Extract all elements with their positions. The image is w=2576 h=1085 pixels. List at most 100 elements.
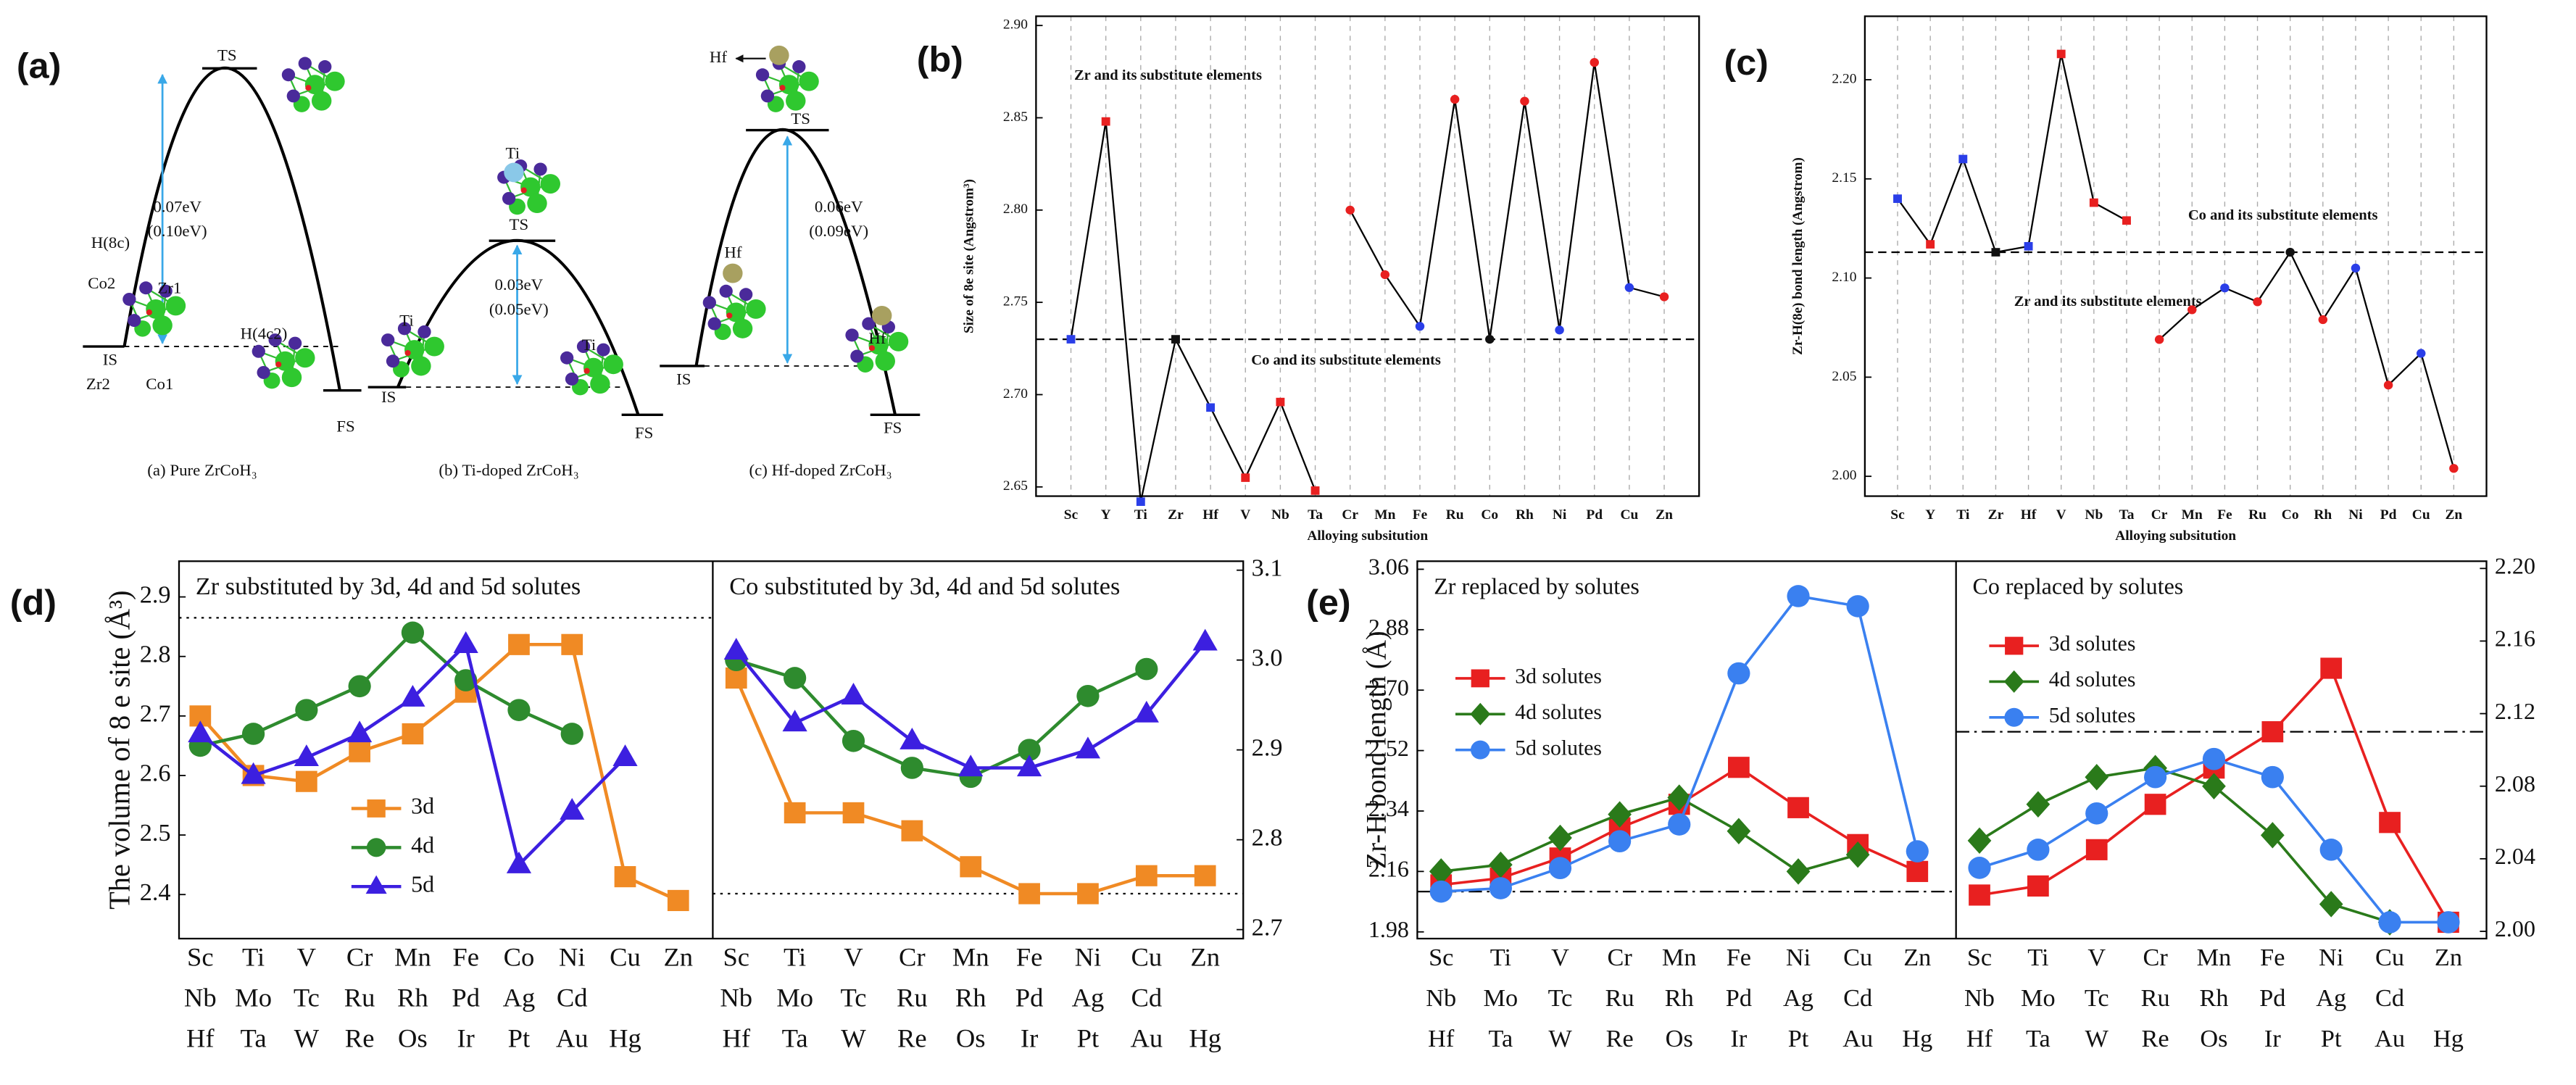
marker <box>2261 765 2284 789</box>
y-tick-label: 2.70 <box>1368 675 1409 701</box>
marker <box>1893 194 1902 203</box>
marker <box>960 856 982 878</box>
marker <box>2318 315 2328 325</box>
marker <box>2449 464 2459 473</box>
x-tick-label: Ta <box>241 1024 267 1053</box>
marker <box>1728 757 1750 778</box>
legend-label: 5d solutes <box>1515 737 1602 760</box>
x-tick-label: Hf <box>1202 507 1218 523</box>
marker <box>1018 739 1041 761</box>
x-tick-label: Hg <box>2433 1026 2464 1052</box>
marker <box>1135 657 1158 681</box>
marker <box>2085 802 2108 825</box>
x-tick-label: Pd <box>1015 984 1044 1013</box>
marker <box>1967 827 1992 855</box>
x-tick-label: Ru <box>897 984 928 1013</box>
x-tick-label: Nb <box>1964 985 1995 1012</box>
panel-label: (d) <box>10 582 57 622</box>
x-tick-label: V <box>1551 944 1569 971</box>
y-tick-label: 2.90 <box>1003 17 1028 33</box>
marker <box>667 889 689 912</box>
marker <box>1906 840 1929 862</box>
marker <box>1489 877 1512 899</box>
x-tick-label: Pd <box>1726 985 1752 1012</box>
marker <box>2085 839 2108 860</box>
atom-label: Co1 <box>146 375 173 393</box>
marker <box>294 744 319 767</box>
barrier-label: 0.06eV <box>815 198 863 216</box>
marker <box>1786 858 1811 885</box>
marker <box>1548 857 1572 880</box>
marker <box>1194 865 1216 886</box>
atom-label: Hf <box>724 243 742 261</box>
marker <box>561 633 583 655</box>
x-tick-label: Zn <box>1655 507 1673 523</box>
marker <box>612 744 638 767</box>
marker <box>842 729 865 752</box>
marker <box>1659 292 1669 302</box>
cluster <box>702 283 767 341</box>
x-tick-label: Ru <box>1605 985 1634 1012</box>
y-tick-label: 2.75 <box>1003 294 1028 309</box>
x-tick-label: Ni <box>1786 944 1811 971</box>
series-line <box>1441 796 1858 873</box>
marker <box>614 866 636 888</box>
x-tick-label: Tc <box>840 984 866 1013</box>
marker <box>2154 335 2164 344</box>
marker <box>1380 270 1390 280</box>
marker <box>1018 883 1040 905</box>
x-tick-label: Mo <box>2021 985 2056 1012</box>
legend-marker <box>367 799 386 818</box>
x-tick-label: Mn <box>2182 507 2203 523</box>
x-tick-label: Tc <box>1548 985 1573 1012</box>
y-tick-label: 2.20 <box>2495 554 2535 579</box>
x-tick-label: Ti <box>784 943 806 972</box>
x-tick-label: Hf <box>2021 507 2037 523</box>
y-tick-label: 2.12 <box>2495 699 2535 724</box>
annotation: Co and its substitute elements <box>2188 207 2378 223</box>
marker <box>2220 283 2230 293</box>
x-tick-label: Hf <box>1966 1026 1993 1052</box>
x-tick-label: Nb <box>720 984 752 1013</box>
x-tick-label: Os <box>2200 1026 2227 1052</box>
x-tick-label: Y <box>1925 507 1935 523</box>
x-tick-label: Cr <box>2143 944 2168 971</box>
x-tick-label: Hf <box>722 1024 751 1053</box>
x-tick-label: Ag <box>1783 985 1813 1012</box>
x-tick-label: Cu <box>1131 943 1162 972</box>
x-tick-label: Cd <box>1843 985 1872 1012</box>
x-tick-label: Fe <box>1727 944 1751 971</box>
y-tick-label: 2.7 <box>140 701 171 728</box>
marker <box>1926 240 1935 249</box>
marker <box>295 699 318 721</box>
hf-atom <box>723 263 743 283</box>
x-tick-label: V <box>2056 507 2066 523</box>
caption: (b) Ti-doped ZrCoH₃ <box>439 461 578 479</box>
x-tick-label: Cr <box>1607 944 1632 971</box>
marker <box>1555 325 1564 335</box>
marker <box>901 820 923 841</box>
series-line <box>199 641 627 868</box>
marker <box>1489 851 1513 878</box>
x-tick-label: Re <box>897 1024 927 1053</box>
marker <box>1016 754 1042 777</box>
x-tick-label: Pd <box>2380 507 2397 523</box>
x-tick-label: Co <box>2282 507 2299 523</box>
x-tick-label: Cr <box>2151 507 2168 523</box>
marker <box>2320 657 2343 679</box>
marker <box>1991 248 2000 257</box>
panel-label: (b) <box>917 39 963 79</box>
state-label: TS <box>509 215 528 233</box>
y-tick-label: 2.9 <box>1252 735 1283 762</box>
marker <box>2253 297 2262 307</box>
y-tick-label: 2.05 <box>1832 369 1856 384</box>
marker <box>1787 797 1809 818</box>
marker <box>2143 765 2167 789</box>
y-tick-label: 3.0 <box>1252 645 1283 672</box>
marker <box>1134 700 1159 723</box>
series-line <box>199 643 679 902</box>
x-axis-title: Alloying subsitution <box>1307 528 1428 544</box>
marker <box>1206 403 1216 412</box>
atom-label: H(4c2) <box>241 325 288 343</box>
panel-title: Zr replaced by solutes <box>1434 574 1640 599</box>
